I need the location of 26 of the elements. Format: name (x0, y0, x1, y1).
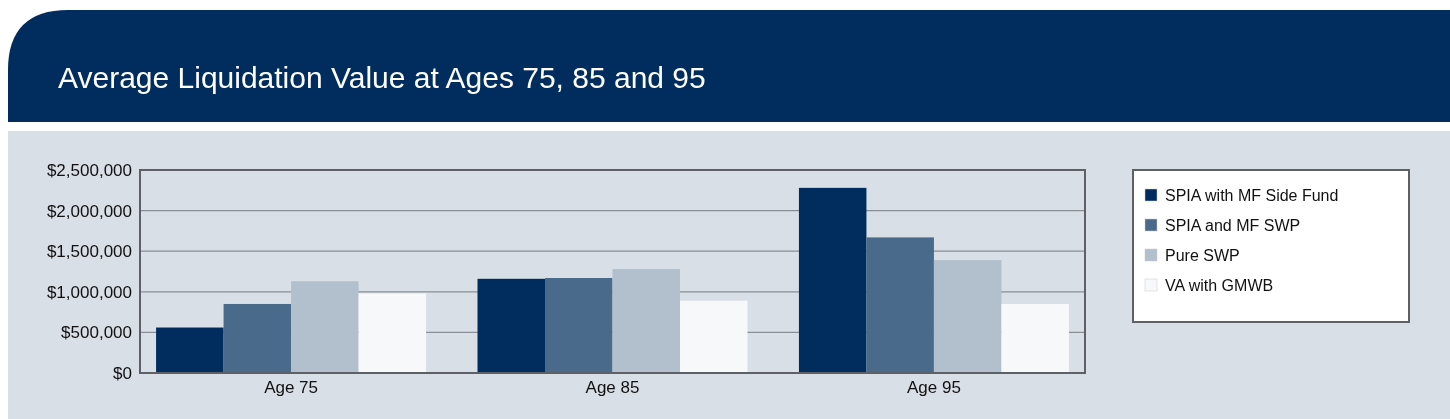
x-tick-label: Age 85 (585, 378, 640, 398)
y-tick-label: $500,000 (61, 323, 132, 343)
bar (866, 237, 934, 373)
bar (223, 303, 292, 373)
chart-title: Average Liquidation Value at Ages 75, 85 and 95 (58, 61, 706, 94)
bar (1001, 303, 1069, 373)
y-tick-label: $1,500,000 (46, 242, 132, 262)
bar (545, 278, 613, 373)
y-tick-label: $0 (113, 363, 132, 383)
bar (358, 293, 427, 373)
bar (477, 278, 545, 373)
bar (612, 269, 680, 373)
bar (156, 327, 224, 373)
legend-label: SPIA with MF Side Fund (1165, 187, 1339, 204)
legend-label: Pure SWP (1165, 247, 1240, 264)
bar (798, 187, 867, 373)
bar (933, 260, 1002, 373)
bar (680, 300, 748, 373)
x-tick-label: Age 95 (906, 378, 961, 398)
y-tick-label: $2,000,000 (46, 201, 132, 221)
legend-label: VA with GMWB (1165, 277, 1274, 294)
legend-label: SPIA and MF SWP (1165, 217, 1301, 234)
x-tick-label: Age 75 (264, 378, 319, 398)
y-tick-label: $1,000,000 (46, 282, 132, 302)
y-tick-label: $2,500,000 (46, 160, 132, 180)
bar (291, 281, 359, 373)
